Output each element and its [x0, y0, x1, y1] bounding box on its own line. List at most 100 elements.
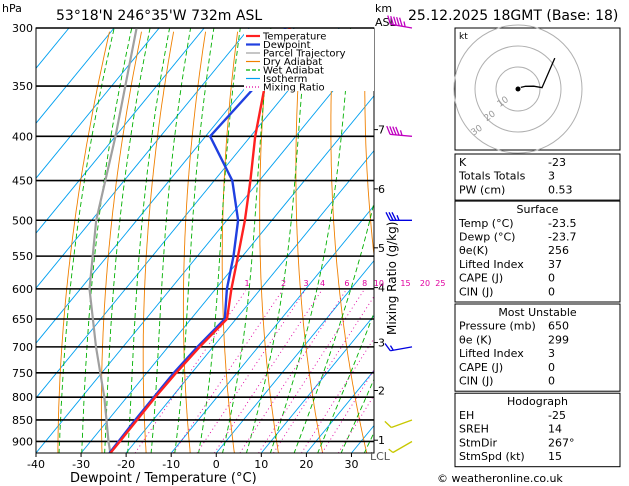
- wet-adiabat-line: [293, 201, 374, 453]
- wind-barb-feather: [392, 126, 397, 136]
- location-title: 53°18'N 246°35'W 732m ASL: [56, 8, 262, 24]
- wind-barb-feather: [384, 420, 392, 428]
- dry-adiabat-line: [221, 31, 239, 453]
- isotherm-line: [36, 28, 160, 179]
- table-row-value: 0: [548, 285, 555, 298]
- km-tick-label: 3: [378, 337, 385, 350]
- table-row-value: 0: [548, 375, 555, 388]
- hodograph-frame: [454, 27, 621, 151]
- wet-adiabat-line: [222, 28, 272, 453]
- dry-adiabats: [57, 31, 374, 453]
- table-row-label: Pressure (mb): [459, 320, 536, 333]
- table-section-title: Hodograph: [507, 395, 568, 408]
- km-tick-label: 7: [378, 124, 385, 137]
- isotherm-line: [125, 149, 374, 453]
- table-row-label: Dewp (°C): [459, 231, 515, 244]
- wet-adiabats: [58, 28, 374, 453]
- table-section-box: [454, 303, 621, 392]
- index-tables: K -23 Totals Totals 3 PW (cm) 0.53 SurfaceTemp…: [454, 153, 621, 468]
- pressure-level-label: 550: [12, 250, 33, 263]
- wet-adiabat-line: [58, 28, 115, 453]
- pressure-level-label: 300: [12, 22, 33, 35]
- isotherm-line: [36, 28, 250, 289]
- pressure-level-label: 500: [12, 214, 33, 227]
- mixing-ratio-value: 15: [400, 279, 410, 288]
- table-row-label: Temp (°C): [458, 217, 514, 230]
- wind-barb-feather: [387, 15, 391, 25]
- wet-adiabat-line: [127, 28, 171, 453]
- table-row-label: Lifted Index: [459, 258, 524, 271]
- wind-barb-feather: [386, 125, 391, 135]
- wind-barb-feather: [390, 15, 394, 25]
- mixing-ratio-line: [134, 290, 247, 453]
- x-tick-label: -20: [117, 458, 135, 471]
- table-row-value: 267°: [548, 436, 575, 449]
- wind-barb-staff: [392, 440, 413, 454]
- km-tick-label: 2: [378, 385, 385, 398]
- wet-adiabat-line: [269, 28, 352, 453]
- wind-barb-half-feather: [389, 345, 394, 351]
- wind-barb-staff: [391, 419, 413, 429]
- legend-entry: Wet Adiabat: [263, 66, 324, 77]
- table-row-label: CIN (J): [459, 285, 493, 298]
- table-section-box: [454, 200, 621, 303]
- isotherm-line: [306, 369, 374, 453]
- wind-barb: [384, 343, 413, 352]
- isotherm-line: [36, 28, 70, 69]
- x-tick-label: 20: [299, 458, 313, 471]
- pressure-level-label: 850: [12, 414, 33, 427]
- isotherm-line: [36, 28, 295, 344]
- wind-barb-half-feather: [388, 448, 394, 454]
- pressure-level-label: 450: [12, 175, 33, 188]
- wind-barb-feather: [393, 16, 397, 26]
- table-row-value: 0: [548, 272, 555, 285]
- table-row-value: -23.5: [548, 217, 576, 230]
- isotherm-line: [36, 28, 340, 399]
- wind-barb-feather: [388, 212, 394, 221]
- mixing-ratio-line: [273, 295, 374, 453]
- mixing-ratio-lines: [134, 290, 374, 453]
- wind-barb: [385, 212, 412, 221]
- mixing-ratio-value: 1: [244, 279, 249, 288]
- plot-frame: [35, 27, 375, 454]
- wet-adiabat-line: [198, 28, 241, 453]
- wind-barb-feather: [396, 16, 400, 26]
- hodograph-ring: [453, 24, 583, 154]
- table-row-label: SREH: [459, 423, 489, 436]
- km-tick-label: 6: [378, 183, 385, 196]
- x-tick-label: -30: [72, 458, 90, 471]
- table-row-value: -23: [548, 156, 566, 169]
- dry-adiabat-line: [364, 31, 374, 259]
- mixing-ratio-value: 8: [362, 279, 367, 288]
- parcel-trajectory-line: [88, 28, 138, 453]
- isotherm-line: [80, 95, 374, 453]
- table-row-label: PW (cm): [459, 183, 505, 196]
- x-tick-label: 30: [345, 458, 359, 471]
- km-axis: 7 6 5 4 3 2 1: [374, 124, 385, 447]
- wet-adiabat-line: [317, 311, 374, 453]
- table-row-label: StmDir: [459, 436, 498, 449]
- table-section-title: Surface: [517, 203, 559, 216]
- wind-barb-half-feather: [403, 21, 406, 27]
- isotherm-line: [36, 28, 115, 124]
- table-row-label: CAPE (J): [459, 272, 503, 285]
- wet-adiabat-line: [174, 28, 215, 453]
- legend-entry: Temperature: [262, 32, 326, 43]
- wind-barb-feather: [384, 343, 391, 352]
- wind-barb-feather: [398, 17, 403, 27]
- mixing-ratio-value: 3: [303, 279, 308, 288]
- isotherm-line: [170, 204, 374, 453]
- wind-barb-staff: [390, 23, 413, 29]
- hodograph-trace: [520, 57, 556, 89]
- table-section-title: Most Unstable: [498, 306, 577, 319]
- table-row-label: K: [459, 156, 467, 169]
- wet-adiabat-line: [340, 378, 374, 453]
- table-row-value: 37: [548, 258, 562, 271]
- table-row-label: Totals Totals: [458, 170, 526, 183]
- dry-adiabat-line: [259, 31, 279, 453]
- x-tick-label: 10: [254, 458, 268, 471]
- legend-entry: Isotherm: [263, 74, 307, 85]
- mixing-ratio-line: [239, 290, 347, 453]
- wind-barb-feather: [395, 126, 400, 136]
